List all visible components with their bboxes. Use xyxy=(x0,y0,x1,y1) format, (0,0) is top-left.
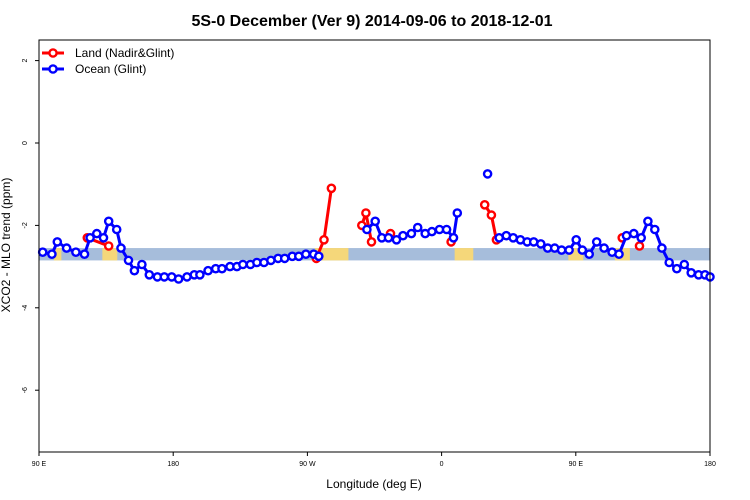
series-1-point xyxy=(679,259,690,270)
ocean-band xyxy=(39,248,710,261)
series-0-point xyxy=(103,241,114,251)
series-1-point xyxy=(383,232,394,243)
series-1-point xyxy=(599,243,609,253)
series-1-point xyxy=(47,249,57,259)
chart-title: 5S-0 December (Ver 9) 2014-09-06 to 2018… xyxy=(191,13,552,30)
legend-label-0: Land (Nadir&Glint) xyxy=(75,46,174,60)
series-1-point xyxy=(37,247,48,257)
series-1-point xyxy=(123,255,134,266)
land-band-1 xyxy=(102,248,118,261)
series-1-point xyxy=(301,249,311,259)
series-1-point xyxy=(650,224,660,235)
legend-marker-1 xyxy=(48,64,58,74)
series-1-point xyxy=(556,245,567,255)
series-0-point xyxy=(319,234,329,245)
series-1-point xyxy=(279,253,290,264)
series-1-point xyxy=(362,224,372,235)
series-1-point xyxy=(144,269,155,280)
series-0-point xyxy=(366,237,377,247)
series-1-point xyxy=(591,237,602,247)
series-1-point xyxy=(203,265,213,276)
series-0-point xyxy=(486,210,497,220)
series-layer xyxy=(37,169,715,284)
series-0-point xyxy=(634,241,645,251)
plot-frame xyxy=(38,39,711,453)
x-tick-label-5: 180 xyxy=(704,461,716,468)
series-1-point xyxy=(643,216,653,227)
series-1-point xyxy=(92,228,102,239)
y-tick-label-0: 2 xyxy=(22,59,29,63)
series-1-point xyxy=(577,245,588,255)
series-1-point xyxy=(614,249,624,259)
series-1-point xyxy=(313,251,324,262)
legend-marker-0 xyxy=(48,48,58,58)
series-1-point xyxy=(427,226,437,237)
series-1-point xyxy=(564,245,574,255)
series-1-point xyxy=(441,224,452,235)
background-band xyxy=(39,248,710,261)
series-1-point xyxy=(217,263,227,274)
x-tick-label-3: 0 xyxy=(440,461,444,468)
y-axis-title: XCO2 - MLO trend (ppm) xyxy=(0,178,13,313)
series-1-point xyxy=(98,232,109,243)
series-1-point xyxy=(173,274,184,284)
series-1-point xyxy=(391,234,402,245)
x-tick-label-0: 90 E xyxy=(32,461,47,468)
series-1-point xyxy=(448,232,459,243)
axes: 90 E 180 90 W 0 90 E 180 2 0 -2 -4 -6 xyxy=(22,59,716,468)
series-0-point xyxy=(326,183,337,194)
series-1-point xyxy=(85,232,95,243)
y-tick-label-4: -6 xyxy=(22,387,29,393)
series-1-point xyxy=(672,263,682,274)
series-1-point xyxy=(584,249,595,259)
series-1-point xyxy=(406,228,417,239)
series-1-point xyxy=(571,234,582,245)
series-1-point xyxy=(238,259,248,270)
series-1-point xyxy=(657,243,667,253)
series-1-point xyxy=(129,265,140,276)
series-1-point xyxy=(137,259,147,270)
series-1-point xyxy=(116,243,126,253)
land-band-0 xyxy=(53,248,62,261)
series-1-point xyxy=(111,224,122,235)
y-tick-label-1: 0 xyxy=(22,141,29,145)
y-tick-label-3: -4 xyxy=(22,305,29,311)
x-tick-label-2: 90 W xyxy=(299,461,316,468)
series-1-point xyxy=(686,267,697,278)
land-band-3 xyxy=(454,248,474,261)
y-tick-label-2: -2 xyxy=(22,222,29,228)
series-0-point xyxy=(479,199,490,210)
legend: Land (Nadir&Glint) Ocean (Glint) xyxy=(42,46,174,76)
x-tick-label-4: 90 E xyxy=(569,461,584,468)
series-1-point xyxy=(398,230,408,241)
series-1-point xyxy=(629,228,639,239)
series-1-point xyxy=(636,232,647,243)
series-1-point xyxy=(664,257,675,268)
series-1-point xyxy=(79,249,90,259)
series-0-line-1 xyxy=(314,188,333,259)
series-1-point xyxy=(159,272,170,282)
series-1-point xyxy=(536,239,546,249)
series-0-point xyxy=(361,208,371,218)
series-1-point xyxy=(195,269,205,280)
series-1-point xyxy=(370,216,381,227)
series-1-point xyxy=(452,208,463,218)
series-1-point xyxy=(482,169,493,179)
x-axis-title: Longitude (deg E) xyxy=(326,477,421,491)
series-1-point xyxy=(103,216,114,227)
series-1 xyxy=(37,169,715,284)
series-0-line-5 xyxy=(483,203,498,241)
x-tick-label-1: 180 xyxy=(167,461,179,468)
series-1-point xyxy=(52,237,63,247)
series-1-point xyxy=(71,247,81,257)
series-1-point xyxy=(412,222,423,233)
series-1-point xyxy=(61,243,72,253)
legend-label-1: Ocean (Glint) xyxy=(75,62,146,76)
